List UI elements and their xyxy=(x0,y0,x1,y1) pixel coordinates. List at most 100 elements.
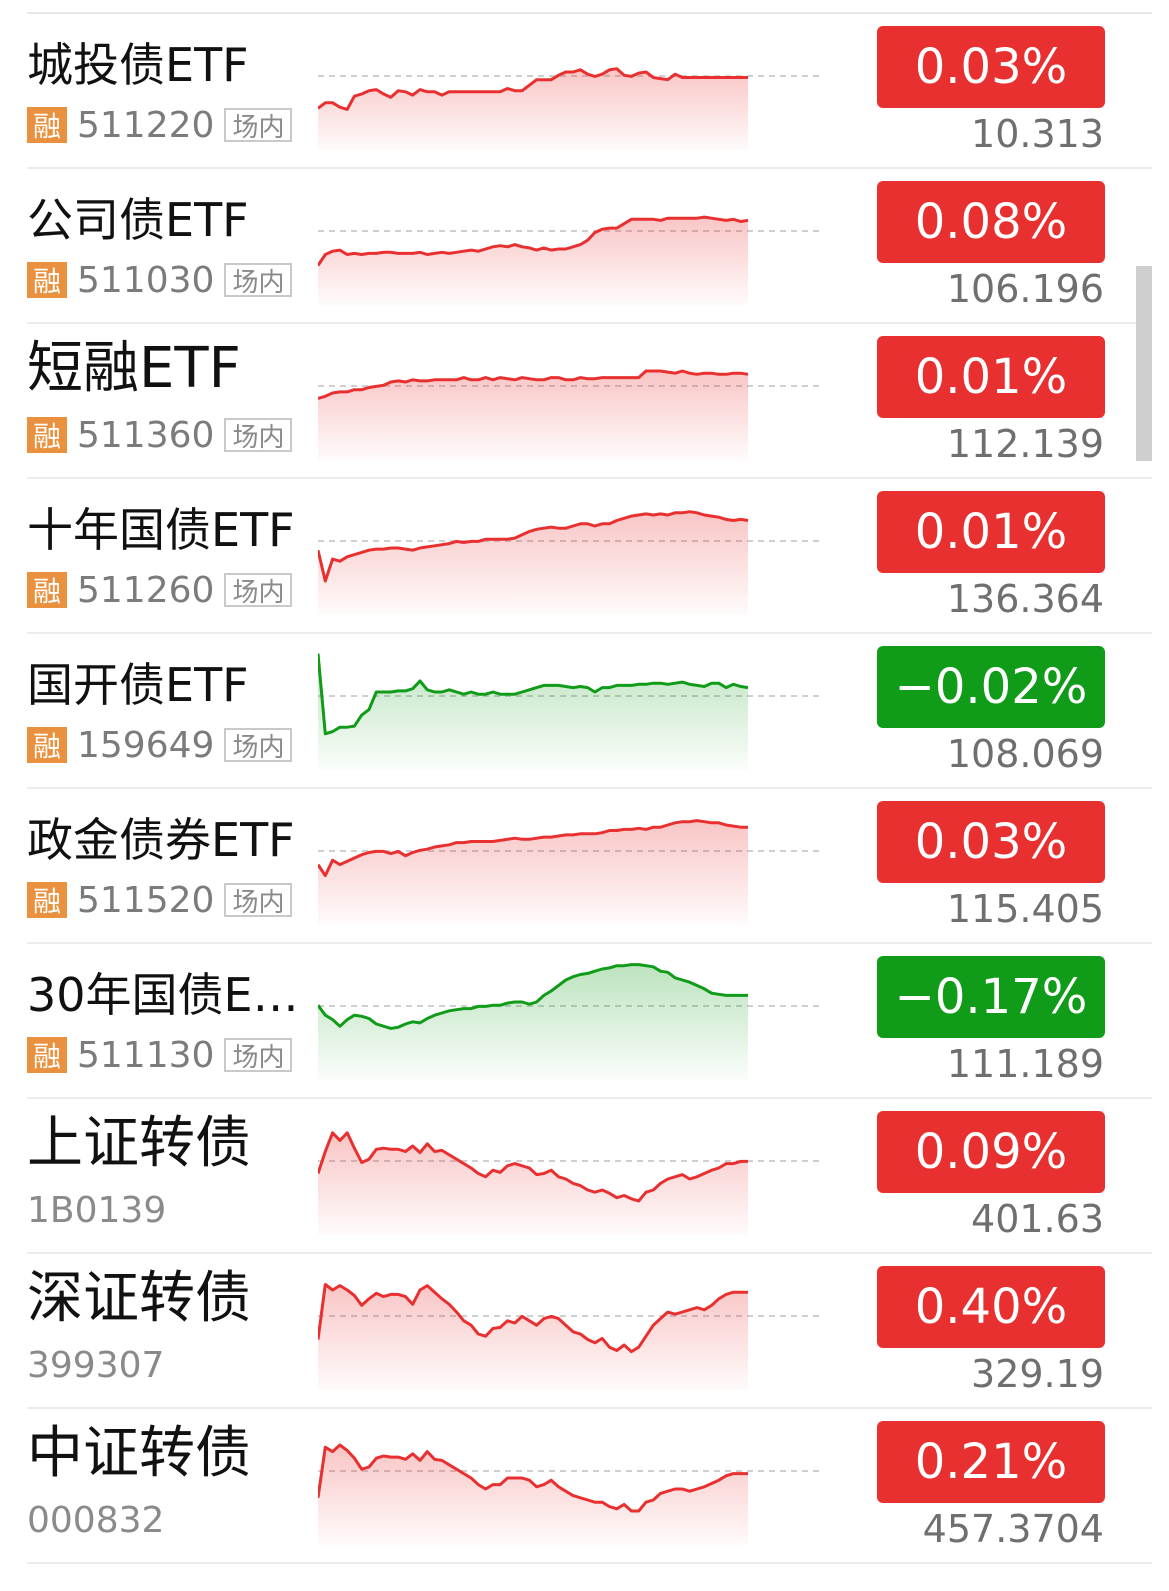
sparkline-area xyxy=(318,371,748,460)
security-meta: 融 511360 场内 xyxy=(27,414,293,456)
security-name: 中证转债 xyxy=(27,1421,251,1486)
list-item[interactable]: 十年国债ETF 融 511260 场内 0.01% 136.364 xyxy=(27,479,1152,634)
security-meta: 融 511130 场内 xyxy=(27,1034,293,1076)
etf-watchlist[interactable]: 城投债ETF 融 511220 场内 0.03% 10.313 公司债ETF 融 511030 场… xyxy=(0,14,1169,1564)
change-percent-badge[interactable]: −0.02% xyxy=(877,646,1105,728)
intraday-sparkline xyxy=(318,510,823,615)
exchange-traded-tag: 场内 xyxy=(224,1038,293,1073)
change-percent-badge[interactable]: 0.21% xyxy=(877,1421,1105,1503)
security-code: 511220 xyxy=(77,104,215,146)
last-price: 112.139 xyxy=(946,422,1104,466)
last-price: 401.63 xyxy=(971,1197,1104,1241)
exchange-traded-tag: 场内 xyxy=(224,108,293,143)
security-meta: 融 511520 场内 xyxy=(27,879,293,921)
exchange-traded-tag: 场内 xyxy=(224,418,293,453)
intraday-sparkline xyxy=(318,369,823,460)
security-name: 十年国债ETF xyxy=(27,503,295,557)
intraday-sparkline xyxy=(318,1131,823,1235)
security-code: 511260 xyxy=(77,569,215,611)
security-code: 159649 xyxy=(77,724,215,766)
sparkline-line xyxy=(318,819,748,878)
last-price: 106.196 xyxy=(946,267,1104,311)
exchange-traded-tag: 场内 xyxy=(224,728,293,763)
sparkline-area xyxy=(318,511,748,615)
list-item[interactable]: 上证转债 1B0139 0.09% 401.63 xyxy=(27,1099,1152,1254)
change-percent-badge[interactable]: 0.03% xyxy=(877,801,1105,883)
margin-trading-badge: 融 xyxy=(27,107,67,143)
intraday-sparkline xyxy=(318,215,823,305)
margin-trading-badge: 融 xyxy=(27,417,67,453)
sparkline-line xyxy=(318,67,748,111)
security-name: 短融ETF xyxy=(27,336,241,401)
change-percent-badge[interactable]: 0.01% xyxy=(877,336,1105,418)
sparkline-area xyxy=(318,1132,748,1235)
security-name: 国开债ETF xyxy=(27,658,249,712)
sparkline-line xyxy=(318,1283,748,1354)
list-item[interactable]: 中证转债 000832 0.21% 457.3704 xyxy=(27,1409,1152,1564)
intraday-sparkline xyxy=(318,67,823,150)
exchange-traded-tag: 场内 xyxy=(224,263,293,298)
exchange-traded-tag: 场内 xyxy=(224,573,293,608)
margin-trading-badge: 融 xyxy=(27,882,67,918)
security-code: 511030 xyxy=(77,259,215,301)
security-meta: 融 159649 场内 xyxy=(27,724,293,766)
last-price: 108.069 xyxy=(946,732,1104,776)
margin-trading-badge: 融 xyxy=(27,262,67,298)
intraday-sparkline xyxy=(318,819,823,925)
security-code: 511520 xyxy=(77,879,215,921)
change-percent-badge[interactable]: 0.03% xyxy=(877,26,1105,108)
security-name: 上证转债 xyxy=(27,1111,251,1176)
sparkline-line xyxy=(318,1443,748,1513)
change-percent-badge[interactable]: 0.09% xyxy=(877,1111,1105,1193)
security-name: 政金债券ETF xyxy=(27,813,295,867)
list-item[interactable]: 30年国债ET... 融 511130 场内 −0.17% 111.189 xyxy=(27,944,1152,1099)
list-item[interactable]: 公司债ETF 融 511030 场内 0.08% 106.196 xyxy=(27,169,1152,324)
change-percent-badge[interactable]: −0.17% xyxy=(877,956,1105,1038)
sparkline-line xyxy=(318,963,748,1030)
security-meta: 融 511030 场内 xyxy=(27,259,293,301)
security-meta: 融 511220 场内 xyxy=(27,104,293,146)
sparkline-line xyxy=(318,653,749,736)
scrollbar-thumb[interactable] xyxy=(1136,266,1152,461)
security-code: 399307 xyxy=(27,1344,165,1386)
security-code: 511360 xyxy=(77,414,215,456)
security-name: 深证转债 xyxy=(27,1266,251,1331)
sparkline-area xyxy=(318,653,748,770)
security-meta: 融 511260 场内 xyxy=(27,569,293,611)
sparkline-area xyxy=(318,964,748,1080)
intraday-sparkline xyxy=(318,1283,823,1390)
list-item[interactable]: 城投债ETF 融 511220 场内 0.03% 10.313 xyxy=(27,14,1152,169)
change-percent-badge[interactable]: 0.40% xyxy=(877,1266,1105,1348)
change-percent-badge[interactable]: 0.08% xyxy=(877,181,1105,263)
last-price: 329.19 xyxy=(971,1352,1104,1396)
list-item[interactable]: 短融ETF 融 511360 场内 0.01% 112.139 xyxy=(27,324,1152,479)
sparkline-line xyxy=(318,369,749,400)
exchange-traded-tag: 场内 xyxy=(224,883,293,918)
security-name: 城投债ETF xyxy=(27,38,249,92)
last-price: 136.364 xyxy=(946,577,1104,621)
sparkline-area xyxy=(318,1284,748,1390)
margin-trading-badge: 融 xyxy=(27,727,67,763)
security-meta: 399307 xyxy=(27,1344,174,1386)
last-price: 457.3704 xyxy=(922,1507,1104,1551)
intraday-sparkline xyxy=(318,1443,823,1545)
list-item[interactable]: 国开债ETF 融 159649 场内 −0.02% 108.069 xyxy=(27,634,1152,789)
security-meta: 1B0139 xyxy=(27,1189,176,1231)
change-percent-badge[interactable]: 0.01% xyxy=(877,491,1105,573)
list-item[interactable]: 政金债券ETF 融 511520 场内 0.03% 115.405 xyxy=(27,789,1152,944)
sparkline-area xyxy=(318,1445,748,1545)
last-price: 111.189 xyxy=(946,1042,1104,1086)
sparkline-line xyxy=(318,215,749,267)
last-price: 115.405 xyxy=(946,887,1104,931)
sparkline-area xyxy=(318,217,748,305)
security-code: 1B0139 xyxy=(27,1189,167,1231)
sparkline-line xyxy=(318,510,749,583)
top-divider xyxy=(27,12,1152,14)
security-name: 公司债ETF xyxy=(27,193,249,247)
security-code: 511130 xyxy=(77,1034,215,1076)
security-name: 30年国债ET... xyxy=(27,968,317,1022)
margin-trading-badge: 融 xyxy=(27,1037,67,1073)
sparkline-area xyxy=(318,68,748,150)
list-item[interactable]: 深证转债 399307 0.40% 329.19 xyxy=(27,1254,1152,1409)
intraday-sparkline xyxy=(318,963,823,1080)
